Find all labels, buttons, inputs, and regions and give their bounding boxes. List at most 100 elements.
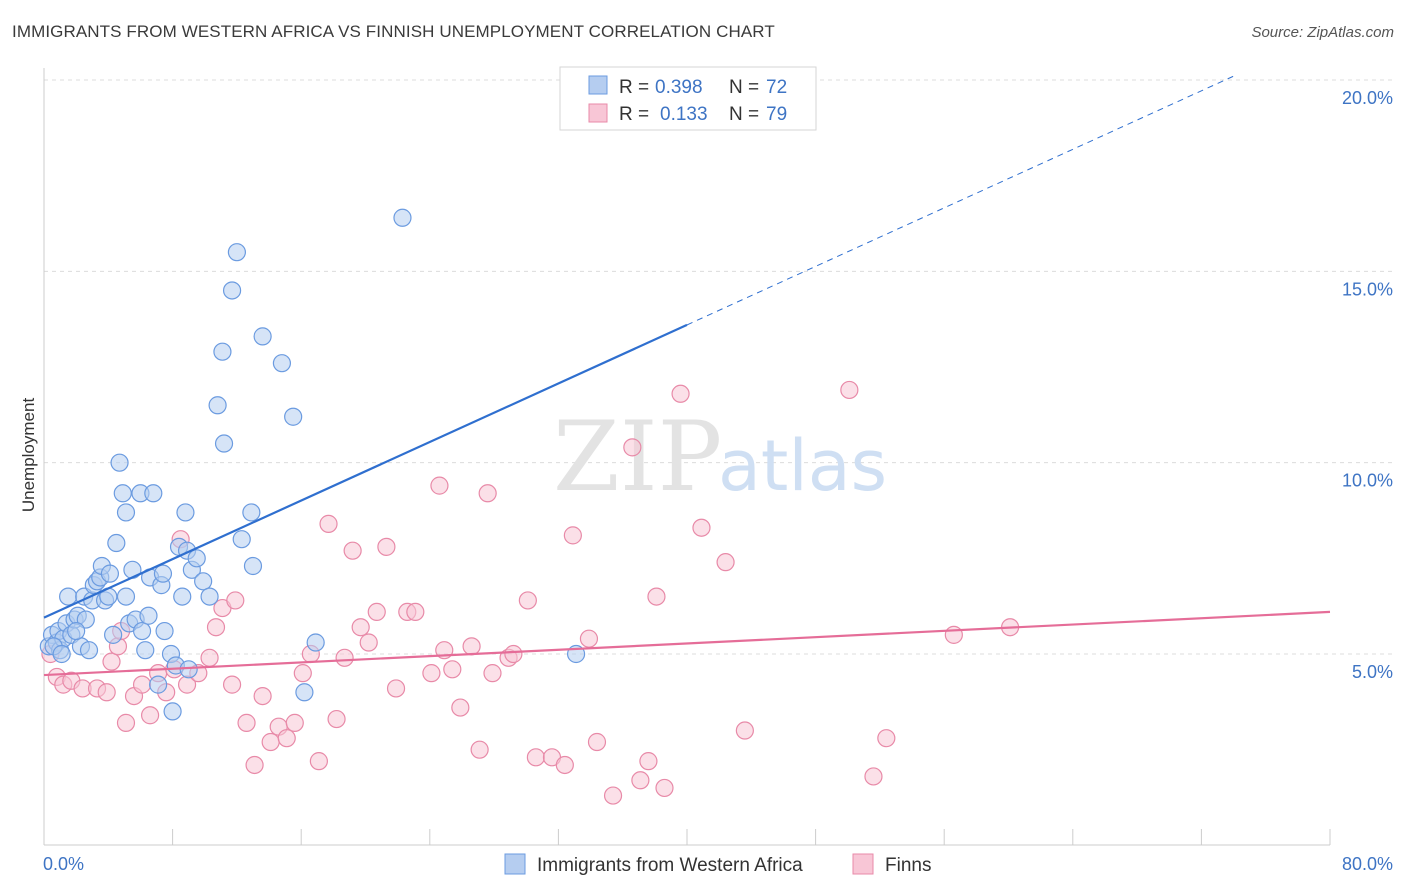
finns-point-41 xyxy=(367,602,386,622)
western-africa-point-53 xyxy=(208,396,227,415)
legend-r-label-blue: R = xyxy=(619,77,649,98)
western-africa-point-65 xyxy=(306,633,325,652)
western-africa-point-69 xyxy=(52,644,71,664)
x-tick-label-min: 0.0% xyxy=(43,854,84,874)
western-africa-point-24 xyxy=(107,533,126,553)
finns-point-31 xyxy=(285,713,304,732)
finns-point-34 xyxy=(309,752,328,771)
finns-point-57 xyxy=(518,591,537,610)
finns-point-35 xyxy=(319,514,338,533)
finns-point-69 xyxy=(655,778,674,798)
finns-point-56 xyxy=(504,644,523,664)
western-africa-point-61 xyxy=(253,327,272,346)
finns-point-45 xyxy=(406,602,425,622)
legend-n-label-pink: N = xyxy=(729,104,759,125)
western-africa-point-25 xyxy=(110,453,129,472)
bottom-legend-label-blue: Immigrants from Western Africa xyxy=(537,855,803,876)
y-axis-label: Unemployment xyxy=(19,398,38,513)
western-africa-point-46 xyxy=(173,587,192,606)
western-africa-point-33 xyxy=(132,621,152,641)
western-africa-point-58 xyxy=(232,530,251,549)
axes xyxy=(43,68,1331,846)
western-africa-point-27 xyxy=(116,503,136,522)
finns-point-65 xyxy=(623,438,642,457)
legend-r-value-pink: 0.133 xyxy=(660,104,708,125)
finns-point-73 xyxy=(735,721,754,740)
finns-point-23 xyxy=(222,675,242,694)
western-africa-point-28 xyxy=(116,587,136,606)
western-africa-point-14 xyxy=(79,641,99,660)
western-africa-point-37 xyxy=(144,484,163,503)
finns-point-71 xyxy=(692,518,711,537)
legend-n-value-blue: 72 xyxy=(766,77,787,98)
finns-point-10 xyxy=(116,713,136,732)
finns-point-64 xyxy=(603,786,623,805)
finns-point-6 xyxy=(97,683,116,702)
finns-point-47 xyxy=(430,476,449,495)
finns-point-25 xyxy=(237,713,256,732)
y-tick-label-20: 20.0% xyxy=(1342,88,1393,108)
western-africa-point-60 xyxy=(243,556,263,576)
legend-n-label-blue: N = xyxy=(729,77,759,98)
western-africa-point-51 xyxy=(194,572,213,591)
legend-swatch-blue xyxy=(588,75,608,95)
finns-point-66 xyxy=(631,771,650,790)
finns-point-46 xyxy=(422,664,441,683)
western-africa-point-54 xyxy=(213,342,232,361)
finns-point-38 xyxy=(343,541,362,560)
western-africa-point-34 xyxy=(136,641,155,660)
western-africa-point-70 xyxy=(67,621,86,641)
western-africa-point-47 xyxy=(176,503,195,522)
watermark-zip: ZIP xyxy=(553,401,722,513)
watermark: ZIP atlas xyxy=(553,401,887,513)
western-africa-point-41 xyxy=(155,621,174,641)
finns-point-37 xyxy=(335,648,354,667)
finns-point-75 xyxy=(864,767,883,786)
finns-point-13 xyxy=(140,706,160,725)
finns-point-43 xyxy=(386,679,406,698)
western-africa-point-26 xyxy=(113,484,132,503)
y-tick-label-15: 15.0% xyxy=(1342,279,1393,299)
finns-point-62 xyxy=(579,629,599,648)
bottom-legend-swatch-pink xyxy=(852,853,874,875)
finns-point-27 xyxy=(253,686,272,706)
western-africa-point-55 xyxy=(214,434,234,453)
bottom-legend-label-pink: Finns xyxy=(885,855,931,876)
finns-point-52 xyxy=(470,740,489,759)
finns-point-68 xyxy=(647,587,666,606)
series-western-africa-points xyxy=(39,208,586,721)
finns-point-67 xyxy=(639,752,658,771)
finns-point-7 xyxy=(102,652,121,671)
trend-line-finns xyxy=(43,610,1331,677)
legend-r-label-pink: R = xyxy=(619,104,649,125)
legend-r-value-blue: 0.398 xyxy=(655,77,703,98)
finns-point-58 xyxy=(526,748,545,767)
western-africa-point-22 xyxy=(100,564,120,583)
finns-point-77 xyxy=(944,625,963,644)
finns-point-63 xyxy=(587,732,607,752)
finns-point-40 xyxy=(359,633,378,652)
finns-point-39 xyxy=(351,618,370,637)
finns-point-28 xyxy=(261,732,280,752)
finns-point-72 xyxy=(716,553,735,572)
western-africa-point-63 xyxy=(284,407,303,426)
western-africa-point-43 xyxy=(163,702,182,721)
western-africa-point-56 xyxy=(222,281,242,300)
legend-swatch-pink xyxy=(588,103,608,123)
finns-point-30 xyxy=(277,729,296,748)
finns-point-42 xyxy=(377,537,396,556)
finns-point-61 xyxy=(563,526,582,545)
finns-point-60 xyxy=(555,755,574,775)
finns-point-51 xyxy=(462,637,481,656)
chart-title: IMMIGRANTS FROM WESTERN AFRICA VS FINNIS… xyxy=(12,22,775,41)
western-africa-point-23 xyxy=(104,625,123,644)
trend-line-western-africa-extension xyxy=(686,75,1234,326)
finns-point-26 xyxy=(245,755,264,775)
legend-n-value-pink: 79 xyxy=(766,104,787,125)
finns-point-12 xyxy=(132,675,152,694)
y-tick-label-10: 10.0% xyxy=(1342,471,1393,491)
western-africa-point-38 xyxy=(149,675,168,694)
western-africa-point-62 xyxy=(272,354,292,373)
finns-point-20 xyxy=(200,648,219,667)
